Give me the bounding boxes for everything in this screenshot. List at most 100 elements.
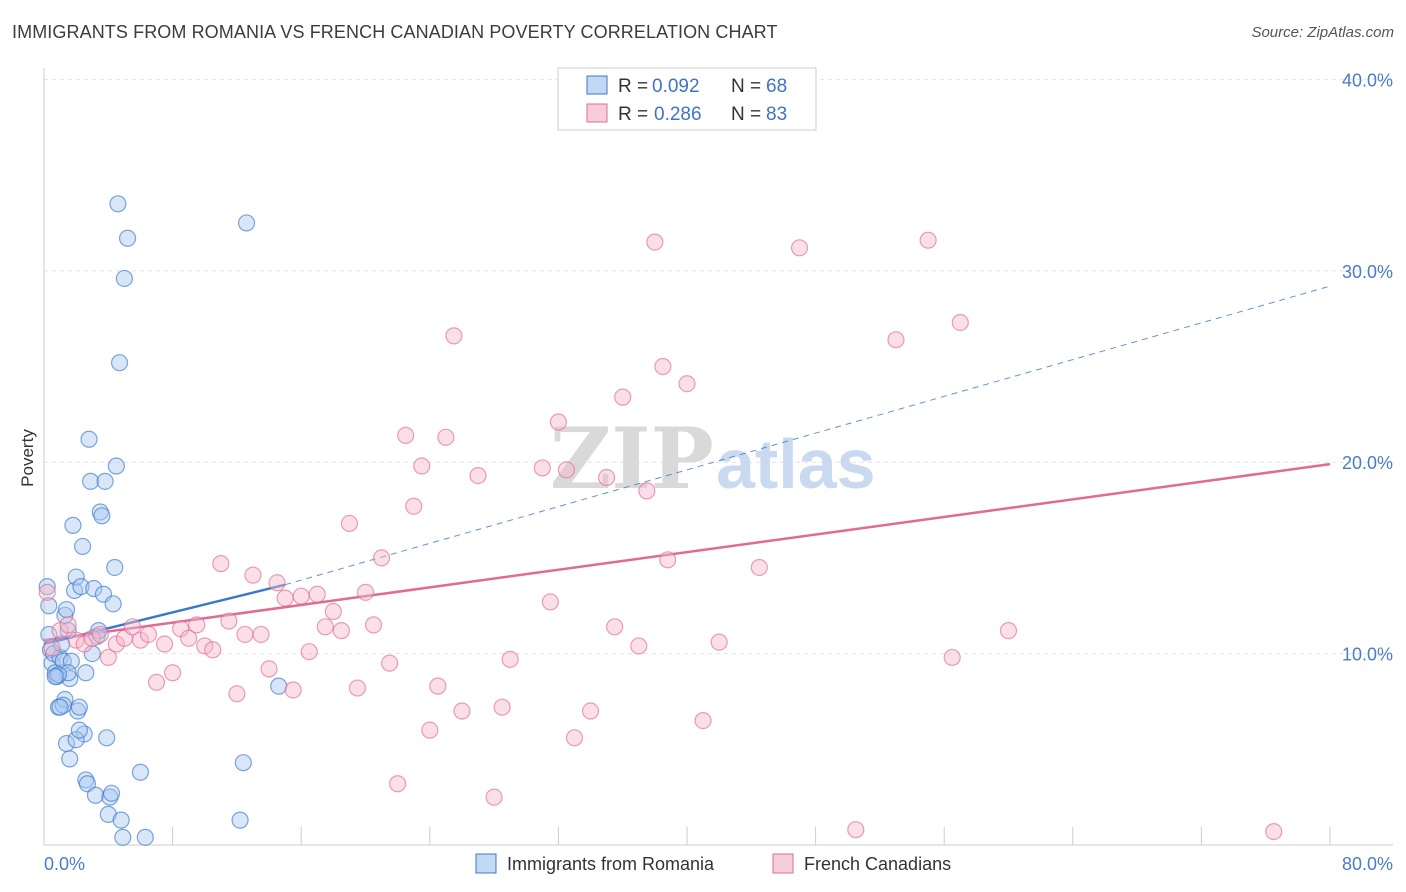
point-french-canadians (453, 702, 471, 720)
watermark: ZIP atlas (550, 409, 876, 508)
point-romania (73, 537, 92, 556)
point-french-canadians (284, 681, 302, 699)
point-french-canadians (268, 574, 286, 592)
point-french-canadians (638, 482, 656, 500)
legend-r-value-romania: 0.092 (652, 76, 700, 97)
point-romania (109, 195, 127, 213)
point-french-canadians (389, 775, 407, 793)
point-romania (107, 457, 125, 475)
point-romania (270, 677, 288, 695)
point-romania (77, 664, 95, 682)
point-french-canadians (581, 702, 600, 720)
legend-n-value-french-canadians: 83 (766, 104, 787, 125)
point-french-canadians (236, 625, 254, 644)
point-french-canadians (493, 698, 511, 716)
point-french-canadians (292, 587, 310, 605)
point-romania (114, 828, 132, 846)
point-french-canadians (887, 331, 905, 349)
point-romania (93, 507, 111, 525)
legend-swatch-french-canadians (586, 103, 608, 123)
point-french-canadians (943, 648, 961, 667)
point-french-canadians (533, 459, 551, 477)
point-french-canadians (630, 637, 648, 655)
point-romania (51, 698, 69, 716)
point-french-canadians (469, 466, 487, 485)
point-romania (115, 269, 133, 288)
point-romania (86, 786, 105, 804)
point-french-canadians (606, 618, 624, 636)
point-romania (38, 578, 56, 596)
y-tick-label: 10.0% (1342, 645, 1393, 665)
point-french-canadians (139, 625, 158, 644)
point-french-canadians (99, 648, 117, 667)
point-french-canadians (999, 622, 1018, 640)
point-french-canadians (847, 821, 865, 839)
point-french-canadians (372, 549, 391, 567)
series-legend-swatch-romania (475, 853, 497, 874)
point-french-canadians (348, 679, 367, 697)
chart-title: IMMIGRANTS FROM ROMANIA VS FRENCH CANADI… (12, 22, 778, 42)
point-romania (85, 579, 103, 598)
data-points (38, 195, 1283, 846)
point-french-canadians (252, 625, 270, 644)
point-french-canadians (750, 558, 768, 577)
point-romania (110, 354, 129, 372)
point-french-canadians (91, 625, 109, 644)
trend-line-romania-extension (284, 285, 1331, 586)
legend-r-label-romania: R = (618, 76, 648, 97)
point-french-canadians (485, 788, 503, 806)
point-french-canadians (951, 313, 969, 332)
point-french-canadians (549, 413, 568, 431)
point-french-canadians (332, 622, 350, 640)
point-french-canadians (83, 629, 101, 647)
point-french-canadians (43, 639, 61, 657)
point-french-canadians (646, 233, 664, 251)
point-french-canadians (413, 457, 431, 475)
y-tick-label: 40.0% (1342, 70, 1393, 90)
point-french-canadians (212, 555, 230, 573)
point-french-canadians (123, 618, 142, 636)
trend-line-french-canadians (43, 462, 1331, 642)
stats-legend: R = 0.092 N = 68 R = 0.286 N = 83 (557, 67, 817, 131)
series-legend-label-romania: Immigrants from Romania (507, 854, 715, 874)
point-romania (64, 516, 82, 534)
point-romania (67, 731, 85, 749)
point-french-canadians (308, 585, 326, 603)
y-axis-title: Poverty (18, 429, 37, 487)
series-legend-swatch-french-canadians (772, 853, 794, 874)
point-french-canadians (364, 616, 383, 634)
legend-r-label-french-canadians: R = (618, 104, 648, 125)
point-french-canadians (228, 685, 246, 703)
point-french-canadians (919, 231, 937, 249)
point-french-canadians (204, 641, 222, 659)
point-french-canadians (541, 593, 559, 611)
legend-swatch-romania (586, 75, 608, 95)
point-romania (70, 721, 88, 739)
point-romania (57, 600, 76, 619)
y-tick-label: 20.0% (1342, 453, 1393, 473)
point-french-canadians (220, 612, 238, 630)
legend-n-label-romania: N = (731, 76, 761, 97)
point-romania (102, 784, 121, 802)
point-romania (234, 754, 252, 772)
point-french-canadians (155, 635, 174, 653)
source-label: Source: ZipAtlas.com (1251, 24, 1394, 41)
point-french-canadians (324, 602, 342, 621)
point-romania (104, 595, 122, 613)
point-french-canadians (356, 583, 375, 601)
point-romania (82, 472, 100, 490)
grid-lines (44, 78, 1393, 655)
point-french-canadians (445, 327, 463, 345)
point-romania (112, 811, 130, 829)
point-french-canadians (340, 514, 359, 533)
point-romania (98, 729, 116, 747)
point-french-canadians (164, 664, 182, 682)
point-french-canadians (276, 589, 294, 607)
point-romania (46, 667, 64, 686)
point-romania (40, 597, 58, 615)
legend-n-value-romania: 68 (766, 76, 787, 97)
point-romania (72, 578, 90, 596)
point-french-canadians (59, 616, 77, 634)
point-french-canadians (196, 637, 214, 655)
